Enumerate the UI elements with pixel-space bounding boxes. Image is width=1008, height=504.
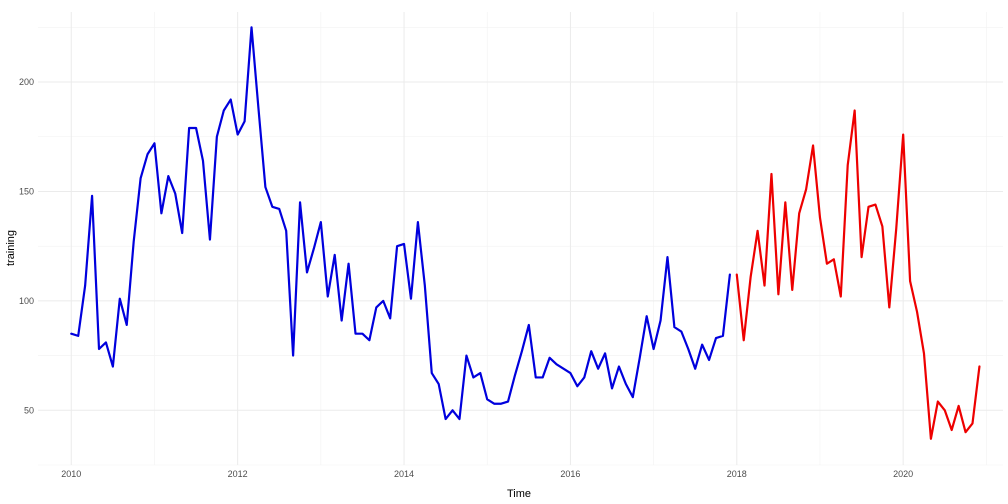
minor-gridlines	[38, 12, 1003, 466]
x-tick-label: 2018	[727, 469, 747, 479]
x-tick-label: 2020	[893, 469, 913, 479]
y-tick-label: 100	[19, 296, 34, 306]
y-tick-label: 150	[19, 186, 34, 196]
y-tick-label: 50	[24, 405, 34, 415]
series-line-1	[735, 109, 981, 440]
x-axis-title: Time	[507, 488, 531, 500]
x-tick-label: 2012	[228, 469, 248, 479]
x-axis-tick-labels: 2010 2012 2014 2016 2018 2020	[61, 469, 913, 479]
major-gridlines	[38, 12, 1003, 465]
x-tick-label: 2010	[61, 469, 81, 479]
y-tick-label: 200	[19, 77, 34, 87]
series-layer	[70, 26, 981, 440]
series-line-0	[70, 26, 731, 421]
y-axis-title: training	[5, 230, 17, 266]
y-axis-tick-labels: 50 100 150 200	[19, 77, 34, 415]
x-tick-label: 2014	[394, 469, 414, 479]
x-tick-label: 2016	[560, 469, 580, 479]
